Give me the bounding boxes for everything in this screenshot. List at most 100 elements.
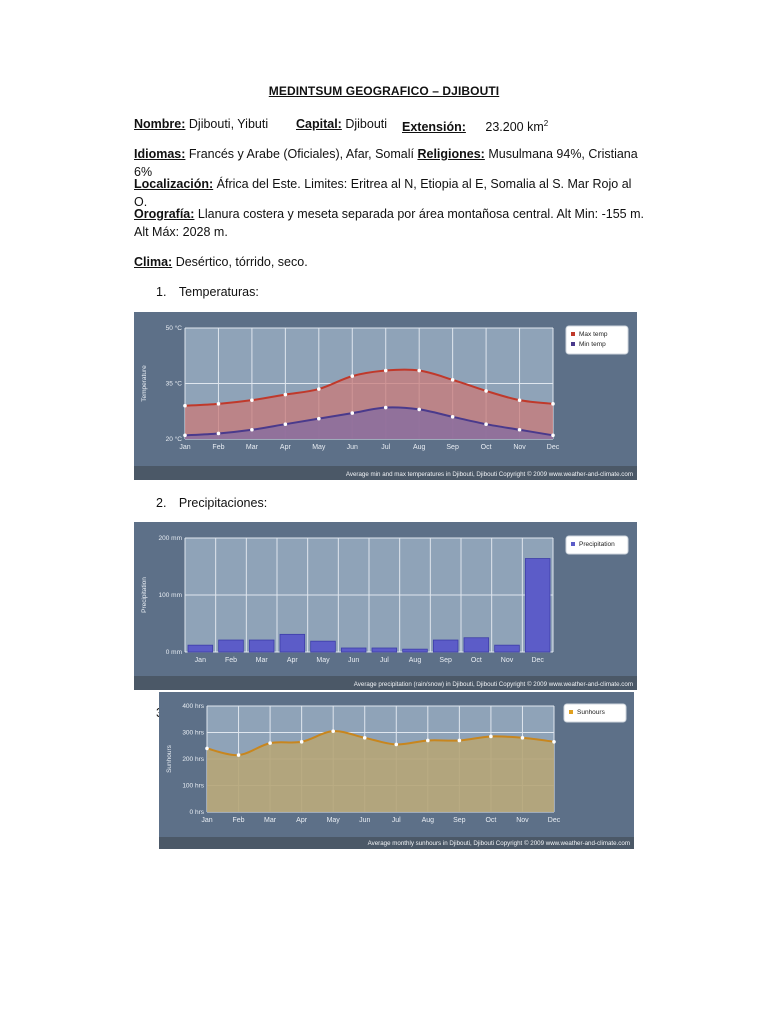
x-tick-label: May bbox=[327, 817, 341, 824]
max-temp-point bbox=[317, 387, 321, 391]
x-tick-label: Oct bbox=[485, 817, 496, 824]
sunhours-point bbox=[552, 739, 556, 744]
precipitation-bar bbox=[463, 637, 490, 653]
x-tick-label: Jun bbox=[348, 657, 359, 664]
clima-line: Clima: Desértico, tórrido, seco. bbox=[134, 253, 644, 271]
sunhours-point bbox=[205, 746, 209, 751]
min-temp-point bbox=[216, 431, 221, 436]
x-tick-label: Feb bbox=[212, 444, 224, 451]
nombre-value: Djibouti, Yibuti bbox=[188, 117, 269, 131]
max-temp-point bbox=[183, 403, 187, 408]
y-tick-label: 400 hrs bbox=[182, 703, 204, 710]
list-item: 2. Precipitaciones: bbox=[156, 496, 267, 510]
legend-swatch bbox=[571, 332, 575, 336]
sunhours-point bbox=[394, 742, 399, 747]
precipitation-bar bbox=[402, 648, 428, 653]
list-number: 1. bbox=[156, 285, 167, 299]
min-temp-point bbox=[417, 407, 421, 412]
capital-value: Djibouti bbox=[345, 117, 388, 131]
x-tick-label: Jul bbox=[380, 657, 389, 664]
extension-line: Extensión: 23.200 km2 bbox=[402, 115, 548, 136]
nombre-line: Nombre: Djibouti, Yibuti bbox=[134, 115, 644, 133]
chart-caption: Average precipitation (rain/snow) in Dji… bbox=[354, 681, 633, 688]
y-tick-label: 0 mm bbox=[166, 649, 182, 656]
min-temp-point bbox=[450, 415, 455, 419]
max-temp-point bbox=[350, 374, 355, 378]
idiomas-label: Idiomas: bbox=[134, 147, 186, 161]
max-temp-line bbox=[184, 368, 554, 407]
y-tick-label: 20 °C bbox=[166, 435, 183, 443]
max-temp-point bbox=[383, 368, 388, 373]
y-axis-label: Temperature bbox=[141, 365, 148, 402]
x-tick-label: Nov bbox=[501, 657, 514, 664]
x-tick-label: Mar bbox=[246, 444, 259, 451]
localizacion-value: África del Este. Limites: Eritrea al N, … bbox=[134, 177, 632, 209]
orografia-value: Llanura costera y meseta separada por ár… bbox=[134, 207, 644, 239]
x-tick-label: Jun bbox=[359, 817, 370, 824]
sunhours-point bbox=[520, 736, 525, 740]
legend-swatch bbox=[571, 542, 575, 546]
legend-label: Min temp bbox=[579, 341, 606, 348]
legend-swatch bbox=[569, 710, 573, 714]
chart-caption: Average min and max temperatures in Djib… bbox=[346, 471, 633, 478]
x-tick-label: Sep bbox=[453, 817, 466, 824]
x-tick-label: Dec bbox=[531, 657, 544, 664]
x-tick-label: Feb bbox=[233, 817, 245, 824]
x-tick-label: Apr bbox=[296, 817, 308, 824]
x-tick-label: Dec bbox=[547, 444, 560, 451]
x-tick-label: Nov bbox=[516, 817, 529, 824]
precipitation-bar bbox=[310, 640, 336, 653]
max-temp-point bbox=[250, 398, 254, 402]
x-tick-label: Oct bbox=[471, 657, 482, 664]
precipitation-bar bbox=[187, 644, 214, 653]
precipitation-bar bbox=[279, 633, 306, 653]
precipitation-bar bbox=[432, 639, 459, 653]
min-temp-point bbox=[317, 416, 321, 421]
max-temp-point bbox=[551, 402, 555, 406]
x-tick-label: May bbox=[312, 444, 326, 451]
localizacion-label: Localización: bbox=[134, 177, 214, 191]
legend-box bbox=[565, 325, 629, 355]
legend-label: Precipitation bbox=[579, 541, 615, 548]
min-temp-point bbox=[183, 433, 187, 438]
x-tick-label: Oct bbox=[481, 444, 492, 451]
y-tick-label: 0 hrs bbox=[190, 809, 205, 816]
extension-value: 23.200 km bbox=[485, 120, 544, 135]
sunhours-chart-svg: Jan Feb Mar Apr May Jun Jul Aug Sep Oct Nov Dec 0 hr… bbox=[159, 692, 634, 849]
document-title: MEDINTSUM GEOGRAFICO – DJIBOUTI bbox=[268, 84, 500, 98]
legend-box bbox=[563, 703, 627, 723]
capital-label: Capital: bbox=[296, 117, 342, 131]
legend-box bbox=[565, 535, 629, 555]
legend-label: Sunhours bbox=[577, 709, 606, 716]
idiomas-line: Idiomas: Francés y Arabe (Oficiales), Af… bbox=[134, 145, 644, 181]
temperature-chart-svg: Jan Feb Mar Apr May Jun Jul Aug Sep Oct Nov Dec 20 °… bbox=[134, 312, 637, 480]
precipitation-bar bbox=[248, 639, 275, 653]
sunhours-point bbox=[457, 738, 462, 743]
y-tick-label: 50 °C bbox=[166, 324, 183, 332]
sunhours-point bbox=[426, 738, 430, 743]
min-temp-area bbox=[185, 407, 553, 439]
y-tick-label: 200 hrs bbox=[182, 756, 204, 763]
x-tick-label: Feb bbox=[225, 657, 237, 664]
religiones-label: Religiones: bbox=[417, 147, 485, 161]
temperature-chart: Jan Feb Mar Apr May Jun Jul Aug Sep Oct Nov Dec 20 °… bbox=[134, 312, 637, 480]
x-tick-label: Jul bbox=[392, 817, 401, 824]
capital-line: Capital: Djibouti bbox=[296, 115, 387, 133]
sunhours-line bbox=[206, 730, 555, 757]
legend-swatch bbox=[571, 342, 575, 346]
orografia-label: Orografía: bbox=[134, 207, 195, 221]
chart-caption: Average monthly sunhours in Djibouti, Dj… bbox=[368, 840, 630, 847]
precipitation-bar bbox=[218, 639, 244, 653]
min-temp-point bbox=[250, 427, 254, 432]
sunhours-point bbox=[299, 739, 304, 744]
precipitation-chart-svg: 0 mm 100 mm 200 mm Jan Feb Mar Apr May Jun Jul Aug… bbox=[134, 522, 637, 690]
min-temp-point bbox=[551, 433, 555, 438]
sunhours-point bbox=[362, 736, 367, 740]
max-temp-point bbox=[216, 402, 221, 406]
y-tick-label: 100 mm bbox=[159, 592, 182, 599]
precipitation-chart: 0 mm 100 mm 200 mm Jan Feb Mar Apr May Jun Jul Aug… bbox=[134, 522, 637, 690]
x-tick-label: Jan bbox=[201, 817, 212, 824]
localizacion-line: Localización: África del Este. Limites: … bbox=[134, 175, 644, 211]
precipitation-bar bbox=[494, 644, 520, 653]
sunhours-point bbox=[236, 753, 241, 757]
